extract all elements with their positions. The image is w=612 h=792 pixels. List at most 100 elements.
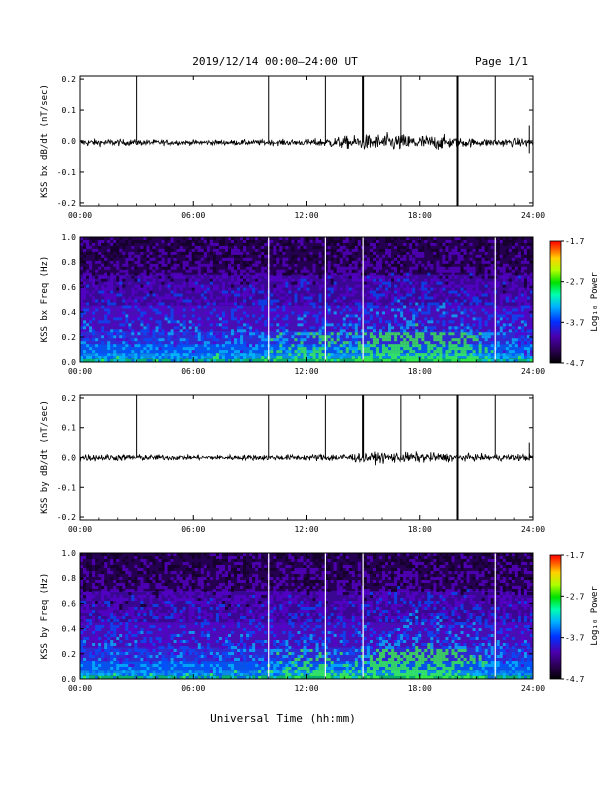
- spectrogram-cell: [182, 571, 186, 574]
- spectrogram-cell: [98, 676, 102, 679]
- spectrogram-cell: [360, 237, 364, 240]
- spectrogram-cell: [161, 667, 165, 670]
- spectrogram-cell: [451, 281, 455, 285]
- spectrogram-cell: [442, 266, 446, 270]
- spectrogram-cell: [234, 308, 238, 312]
- spectrogram-cell: [252, 299, 256, 303]
- spectrogram-cell: [327, 237, 331, 240]
- spectrogram-cell: [360, 302, 364, 306]
- spectrogram-cell: [324, 281, 328, 285]
- spectrogram-cell: [490, 323, 494, 327]
- spectrogram-cell: [354, 290, 358, 294]
- spectrogram-cell: [113, 604, 117, 607]
- spectrogram-cell: [237, 556, 241, 559]
- spectrogram-cell: [188, 254, 192, 258]
- spectrogram-cell: [161, 269, 165, 273]
- spectrogram-cell: [227, 338, 231, 342]
- spectrogram-cell: [98, 580, 102, 583]
- spectrogram-cell: [391, 278, 395, 282]
- spectrogram-cell: [164, 263, 168, 267]
- spectrogram-cell: [430, 242, 434, 246]
- spectrogram-cell: [463, 353, 467, 357]
- spectrogram-cell: [185, 254, 189, 258]
- spectrogram-cell: [448, 284, 452, 288]
- spectrogram-cell: [170, 260, 174, 264]
- spectrogram-cell: [95, 275, 99, 279]
- spectrogram-cell: [188, 305, 192, 309]
- spectrogram-cell: [403, 344, 407, 348]
- spectrogram-cell: [122, 299, 126, 303]
- spectrogram-cell: [134, 284, 138, 288]
- spectrogram-cell: [146, 670, 150, 673]
- spectrogram-cell: [303, 245, 307, 249]
- spectrogram-cell: [200, 568, 204, 571]
- spectrogram-cell: [415, 305, 419, 309]
- spectrogram-cell: [224, 616, 228, 619]
- spectrogram-cell: [98, 266, 102, 270]
- spectrogram-cell: [496, 281, 500, 285]
- spectrogram-cell: [188, 640, 192, 643]
- spectrogram-cell: [433, 293, 437, 297]
- spectrogram-cell: [116, 559, 120, 562]
- spectrogram-cell: [104, 287, 108, 291]
- spectrogram-cell: [227, 625, 231, 628]
- spectrogram-cell: [388, 350, 392, 354]
- spectrogram-cell: [288, 347, 292, 351]
- spectrogram-cell: [104, 586, 108, 589]
- spectrogram-cell: [505, 263, 509, 267]
- spectrogram-cell: [318, 323, 322, 327]
- spectrogram-cell: [212, 601, 216, 604]
- spectrogram-cell: [279, 272, 283, 276]
- spectrogram-cell: [206, 311, 210, 315]
- spectrogram-cell: [460, 296, 464, 300]
- spectrogram-cell: [170, 239, 174, 243]
- spectrogram-cell: [218, 637, 222, 640]
- spectrogram-cell: [173, 580, 177, 583]
- spectrogram-cell: [303, 338, 307, 342]
- spectrogram-cell: [523, 347, 527, 351]
- spectrogram-cell: [101, 562, 105, 565]
- spectrogram-cell: [279, 275, 283, 279]
- spectrogram-cell: [98, 619, 102, 622]
- spectrogram-cell: [107, 646, 111, 649]
- spectrogram-cell: [146, 580, 150, 583]
- spectrogram-cell: [140, 260, 144, 264]
- x-tick-label: 00:00: [68, 367, 92, 376]
- spectrogram-cell: [412, 287, 416, 291]
- spectrogram-cell: [294, 290, 298, 294]
- spectrogram-cell: [285, 350, 289, 354]
- spectrogram-cell: [309, 350, 313, 354]
- spectrogram-cell: [134, 619, 138, 622]
- spectrogram-cell: [131, 670, 135, 673]
- spectrogram-cell: [397, 278, 401, 282]
- spectrogram-cell: [134, 299, 138, 303]
- spectrogram-cell: [400, 281, 404, 285]
- spectrogram-cell: [224, 577, 228, 580]
- spectrogram-cell: [179, 344, 183, 348]
- spectrogram-cell: [412, 344, 416, 348]
- spectrogram-cell: [363, 272, 367, 276]
- spectrogram-cell: [496, 257, 500, 261]
- spectrogram-cell: [400, 293, 404, 297]
- spectrogram-cell: [529, 254, 533, 258]
- spectrogram-cell: [394, 320, 398, 324]
- spectrogram-cell: [113, 350, 117, 354]
- spectrogram-cell: [188, 601, 192, 604]
- spectrogram-cell: [276, 314, 280, 318]
- spectrogram-cell: [191, 350, 195, 354]
- spectrogram-cell: [327, 341, 331, 345]
- spectrogram-cell: [237, 676, 241, 679]
- spectrogram-cell: [406, 341, 410, 345]
- spectrogram-cell: [206, 631, 210, 634]
- spectrogram-cell: [306, 287, 310, 291]
- spectrogram-cell: [366, 263, 370, 267]
- spectrogram-cell: [240, 574, 244, 577]
- spectrogram-cell: [176, 586, 180, 589]
- spectrogram-cell: [182, 326, 186, 330]
- spectrogram-cell: [122, 559, 126, 562]
- spectrogram-cell: [158, 329, 162, 333]
- spectrogram-cell: [243, 248, 247, 252]
- spectrogram-cell: [237, 335, 241, 339]
- y-tick-label: 0.2: [62, 75, 77, 84]
- spectrogram-cell: [119, 317, 123, 321]
